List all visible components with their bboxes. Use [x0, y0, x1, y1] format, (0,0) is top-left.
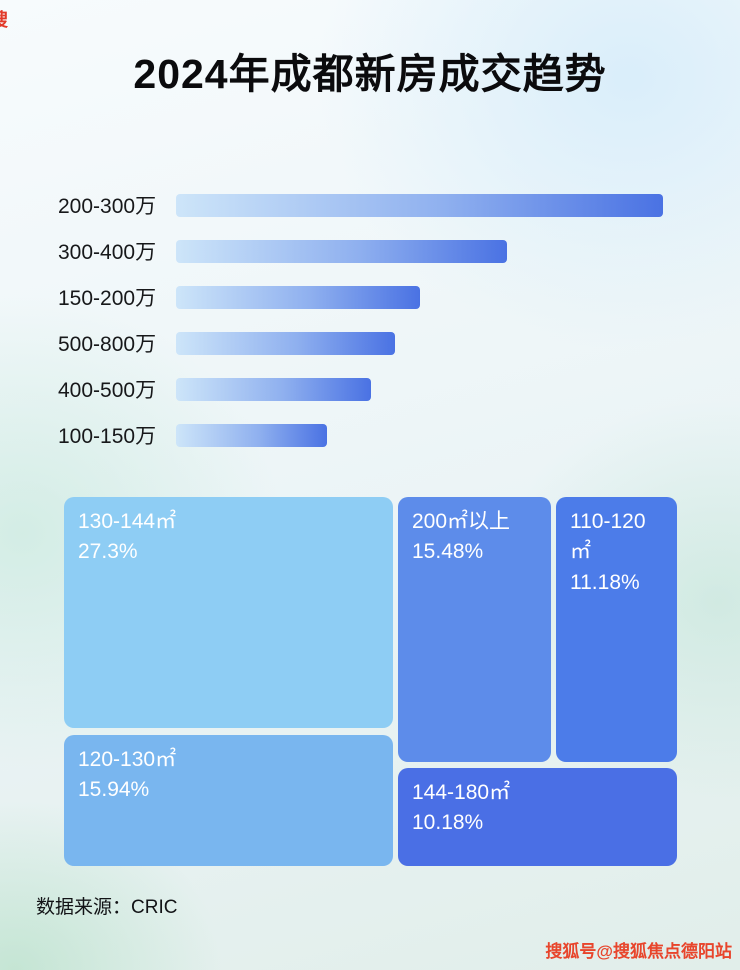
treemap-block-value: 27.3% — [78, 540, 138, 564]
bar-track — [176, 423, 663, 447]
treemap-block: 130-144㎡ 27.3% — [64, 497, 393, 728]
area-size-treemap: 130-144㎡ 27.3% 120-130㎡ 15.94% 200㎡以上 15… — [64, 497, 677, 866]
treemap-block-value: 11.18% — [570, 570, 640, 594]
bar-track — [176, 331, 663, 355]
corner-watermark-text: 搜 — [0, 6, 8, 30]
bar — [176, 285, 420, 309]
treemap-block-value: 10.18% — [412, 811, 484, 835]
bar — [176, 331, 396, 355]
bar-row: 300-400万 — [58, 228, 740, 274]
bar-category-label: 300-400万 — [58, 241, 157, 264]
price-range-bar-chart: 200-300万 300-400万 150-200万 500-800万 400-… — [0, 182, 740, 458]
bar-track — [176, 239, 663, 263]
bar — [176, 377, 371, 401]
treemap-block-label: 130-144㎡ — [78, 510, 177, 533]
treemap-block-label: 110-120㎡ — [570, 510, 646, 564]
treemap-block: 144-180㎡ 10.18% — [398, 768, 677, 866]
bar-category-label: 500-800万 — [58, 333, 157, 356]
page-title: 2024年成都新房成交趋势 — [133, 51, 607, 97]
bar — [176, 423, 327, 447]
bar — [176, 239, 508, 263]
bar-row: 400-500万 — [58, 366, 740, 412]
treemap-block: 200㎡以上 15.48% — [398, 497, 551, 762]
bar-row: 150-200万 — [58, 274, 740, 320]
bar-track — [176, 285, 663, 309]
treemap-block: 120-130㎡ 15.94% — [64, 735, 393, 866]
treemap-block-label: 144-180㎡ — [412, 781, 511, 804]
bar-category-label: 400-500万 — [58, 379, 157, 402]
bar-category-label: 200-300万 — [58, 195, 157, 218]
treemap-block: 110-120㎡ 11.18% — [556, 497, 677, 762]
data-source: 数据来源：CRIC — [36, 897, 178, 918]
bar-category-label: 100-150万 — [58, 425, 157, 448]
sohu-watermark: 搜狐号@搜狐焦点德阳站 — [545, 942, 732, 961]
bar-category-label: 150-200万 — [58, 287, 157, 310]
bar-track — [176, 377, 663, 401]
treemap-block-value: 15.48% — [412, 540, 484, 564]
treemap-block-value: 15.94% — [78, 778, 150, 802]
bar-track — [176, 193, 663, 217]
bar-row: 100-150万 — [58, 412, 740, 458]
bar — [176, 193, 663, 217]
bar-row: 200-300万 — [58, 182, 740, 228]
bar-row: 500-800万 — [58, 320, 740, 366]
corner-watermark-fragment: 搜 — [0, 6, 9, 30]
treemap-block-label: 200㎡以上 — [412, 510, 511, 533]
treemap-block-label: 120-130㎡ — [78, 748, 177, 771]
